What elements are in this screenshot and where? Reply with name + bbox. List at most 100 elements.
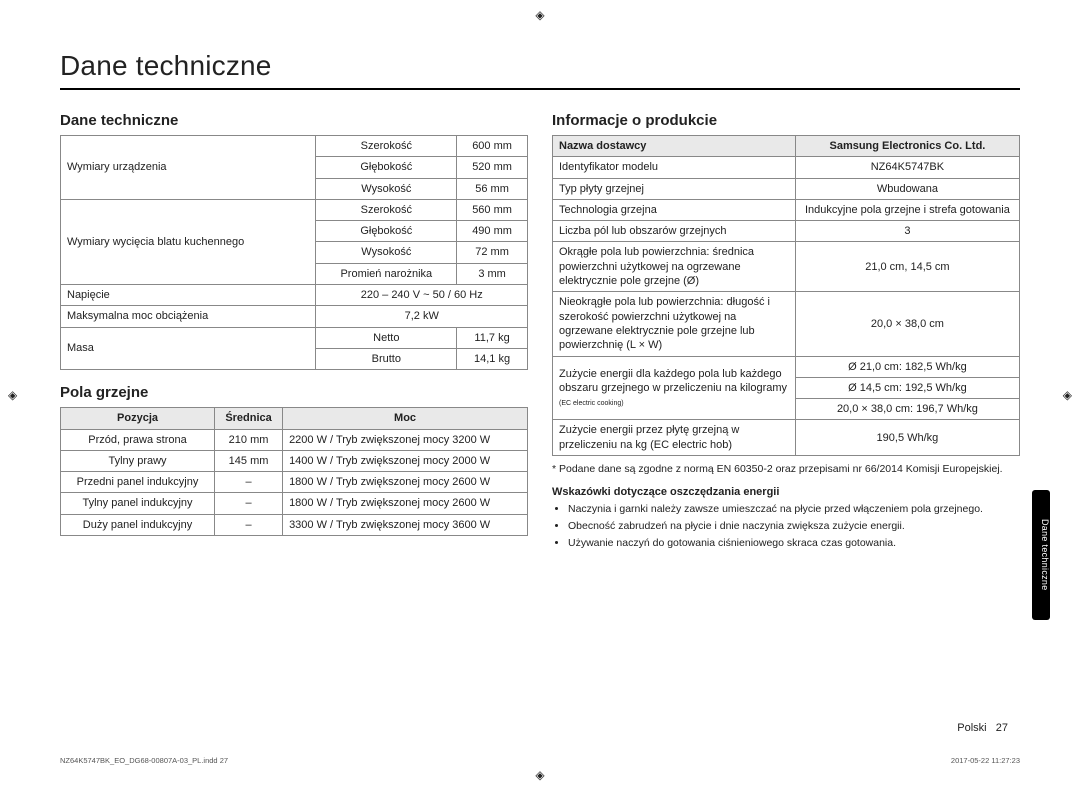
table-row: Nazwa dostawcySamsung Electronics Co. Lt… (553, 136, 1020, 157)
table-row: Typ płyty grzejnejWbudowana (553, 178, 1020, 199)
page-number: 27 (996, 722, 1008, 734)
footer: NZ64K5747BK_EO_DG68-00807A-03_PL.indd 27… (60, 756, 1020, 765)
side-tab: Dane techniczne (1032, 490, 1050, 620)
info-value: 20,0 × 38,0 cm: 196,7 Wh/kg (795, 399, 1019, 420)
table-row: Technologia grzejnaIndukcyjne pola grzej… (553, 199, 1020, 220)
footer-left: NZ64K5747BK_EO_DG68-00807A-03_PL.indd 27 (60, 756, 228, 765)
page-title: Dane techniczne (60, 50, 1020, 90)
info-value: Indukcyjne pola grzejne i strefa gotowan… (795, 199, 1019, 220)
spec-label: Wysokość (316, 242, 457, 263)
info-label: Okrągłe pola lub powierzchnia: średnica … (553, 242, 796, 292)
list-item: Obecność zabrudzeń na płycie i dnie nacz… (568, 519, 1020, 534)
info-value: Ø 14,5 cm: 192,5 Wh/kg (795, 377, 1019, 398)
zone-dia: – (215, 493, 283, 514)
registration-mark-icon: ◈ (1063, 388, 1072, 402)
info-label: Technologia grzejna (553, 199, 796, 220)
zone-pos: Tylny panel indukcyjny (61, 493, 215, 514)
section-heading-product: Informacje o produkcie (552, 112, 1020, 129)
table-row: Okrągłe pola lub powierzchnia: średnica … (553, 242, 1020, 292)
list-item: Naczynia i garnki należy zawsze umieszcz… (568, 502, 1020, 517)
zone-dia: 145 mm (215, 450, 283, 471)
table-row: Wymiary wycięcia blatu kuchennego Szerok… (61, 199, 528, 220)
info-label: Typ płyty grzejnej (553, 178, 796, 199)
table-row: Zużycie energii przez płytę grzejną w pr… (553, 420, 1020, 456)
spec-value: 14,1 kg (457, 348, 528, 369)
zone-power: 1400 W / Tryb zwiększonej mocy 2000 W (283, 450, 528, 471)
table-row: Przedni panel indukcyjny–1800 W / Tryb z… (61, 472, 528, 493)
hob-energy-label: Zużycie energii przez płytę grzejną w pr… (559, 424, 739, 450)
spec-value: 11,7 kg (457, 327, 528, 348)
product-info-table: Nazwa dostawcySamsung Electronics Co. Lt… (552, 135, 1020, 456)
table-row: Identyfikator modeluNZ64K5747BK (553, 157, 1020, 178)
info-value: 3 (795, 221, 1019, 242)
spec-value: 3 mm (457, 263, 528, 284)
table-row: Tylny panel indukcyjny–1800 W / Tryb zwi… (61, 493, 528, 514)
energy-label-text: Zużycie energii dla każdego pola lub każ… (559, 368, 787, 394)
spec-group: Wymiary urządzenia (61, 136, 316, 200)
col-header: Pozycja (61, 408, 215, 429)
zone-pos: Przedni panel indukcyjny (61, 472, 215, 493)
table-row: Napięcie220 – 240 V ~ 50 / 60 Hz (61, 285, 528, 306)
info-label: Nieokrągłe pola lub powierzchnia: długoś… (553, 292, 796, 356)
spec-group: Wymiary wycięcia blatu kuchennego (61, 199, 316, 284)
tips-list: Naczynia i garnki należy zawsze umieszcz… (568, 502, 1020, 550)
spec-value: 72 mm (457, 242, 528, 263)
table-row: Duży panel indukcyjny–3300 W / Tryb zwię… (61, 514, 528, 535)
table-row: Przód, prawa strona210 mm2200 W / Tryb z… (61, 429, 528, 450)
spec-group: Masa (61, 327, 316, 370)
zone-dia: 210 mm (215, 429, 283, 450)
spec-label: Szerokość (316, 199, 457, 220)
info-label: Nazwa dostawcy (553, 136, 796, 157)
spec-value: 220 – 240 V ~ 50 / 60 Hz (316, 285, 528, 306)
info-value: Wbudowana (795, 178, 1019, 199)
zone-dia: – (215, 514, 283, 535)
registration-mark-icon: ◈ (535, 8, 544, 22)
zone-power: 1800 W / Tryb zwiększonej mocy 2600 W (283, 493, 528, 514)
info-value: Ø 21,0 cm: 182,5 Wh/kg (795, 356, 1019, 377)
info-label: Zużycie energii dla każdego pola lub każ… (553, 356, 796, 420)
spec-label: Brutto (316, 348, 457, 369)
table-row: Maksymalna moc obciążenia7,2 kW (61, 306, 528, 327)
spec-value: 600 mm (457, 136, 528, 157)
spec-label: Głębokość (316, 221, 457, 242)
left-column: Dane techniczne Wymiary urządzenia Szero… (60, 106, 528, 552)
col-header: Moc (283, 408, 528, 429)
footer-right: 2017-05-22 11:27:23 (951, 756, 1020, 765)
info-label: Identyfikator modelu (553, 157, 796, 178)
spec-label: Promień narożnika (316, 263, 457, 284)
section-heading-spec: Dane techniczne (60, 112, 528, 129)
info-value: NZ64K5747BK (795, 157, 1019, 178)
info-value: 21,0 cm, 14,5 cm (795, 242, 1019, 292)
info-value: 20,0 × 38,0 cm (795, 292, 1019, 356)
spec-value: 520 mm (457, 157, 528, 178)
document-page: ◈ ◈ ◈ ◈ Dane techniczne Dane techniczne … (0, 0, 1080, 790)
spec-value: 490 mm (457, 221, 528, 242)
info-value: 190,5 Wh/kg (795, 420, 1019, 456)
registration-mark-icon: ◈ (535, 768, 544, 782)
zone-power: 1800 W / Tryb zwiększonej mocy 2600 W (283, 472, 528, 493)
footnote-text: * Podane dane są zgodne z normą EN 60350… (552, 462, 1020, 476)
list-item: Używanie naczyń do gotowania ciśnieniowe… (568, 536, 1020, 551)
page-number-block: Polski 27 (957, 722, 1008, 734)
zone-pos: Przód, prawa strona (61, 429, 215, 450)
table-header-row: Pozycja Średnica Moc (61, 408, 528, 429)
spec-value: 56 mm (457, 178, 528, 199)
table-row: Masa Netto 11,7 kg (61, 327, 528, 348)
zone-pos: Tylny prawy (61, 450, 215, 471)
info-value: Samsung Electronics Co. Ltd. (795, 136, 1019, 157)
spec-label: Napięcie (61, 285, 316, 306)
table-row: Wymiary urządzenia Szerokość 600 mm (61, 136, 528, 157)
tips-heading: Wskazówki dotyczące oszczędzania energii (552, 486, 1020, 498)
spec-table: Wymiary urządzenia Szerokość 600 mm Głęb… (60, 135, 528, 370)
spec-value: 560 mm (457, 199, 528, 220)
spec-label: Wysokość (316, 178, 457, 199)
table-row: Nieokrągłe pola lub powierzchnia: długoś… (553, 292, 1020, 356)
zone-dia: – (215, 472, 283, 493)
spec-label: Szerokość (316, 136, 457, 157)
zone-pos: Duży panel indukcyjny (61, 514, 215, 535)
table-row: Tylny prawy145 mm1400 W / Tryb zwiększon… (61, 450, 528, 471)
zone-power: 2200 W / Tryb zwiększonej mocy 3200 W (283, 429, 528, 450)
registration-mark-icon: ◈ (8, 388, 17, 402)
section-heading-zones: Pola grzejne (60, 384, 528, 401)
spec-label: Maksymalna moc obciążenia (61, 306, 316, 327)
